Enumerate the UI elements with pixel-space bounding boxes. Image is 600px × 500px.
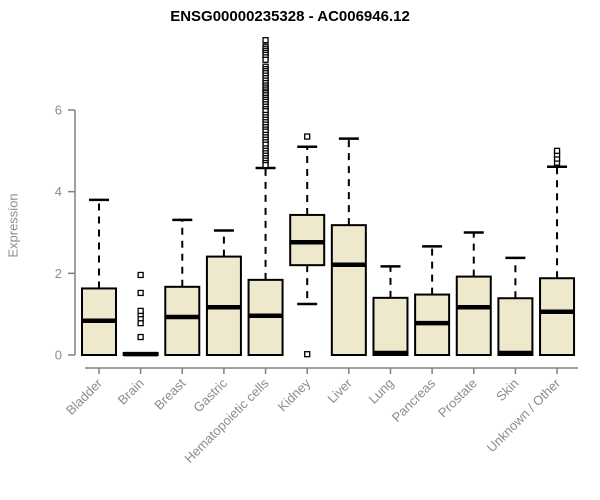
y-tick-label-6: 6: [55, 103, 62, 118]
box-lung: [372, 296, 409, 356]
box-liver: [330, 224, 367, 356]
outlier-kidney: [304, 133, 311, 140]
x-tick-label-lung: Lung: [366, 376, 397, 407]
outlier-unknown-other: [553, 147, 561, 154]
x-tick-label-unknown-other: Unknown / Other: [484, 375, 564, 455]
box-prostate: [455, 275, 492, 357]
outlier-hematopoietic-cells: [262, 161, 269, 169]
x-tick-label-breast: Breast: [151, 375, 188, 412]
box-unknown-other: [539, 277, 576, 356]
x-tick-label-bladder: Bladder: [63, 375, 106, 418]
outlier-hematopoietic-cells: [262, 56, 269, 63]
outlier-brain: [137, 333, 144, 341]
x-tick-label-brain: Brain: [115, 376, 147, 408]
chart-title: ENSG00000235328 - AC006946.12: [170, 8, 410, 25]
outlier-kidney: [304, 351, 311, 358]
x-tick-label-skin: Skin: [493, 376, 521, 404]
outlier-hematopoietic-cells: [262, 37, 269, 44]
outlier-brain: [137, 307, 144, 315]
x-tick-label-gastric: Gastric: [190, 375, 230, 415]
x-tick-label-kidney: Kidney: [275, 375, 314, 414]
y-tick-label-2: 2: [55, 266, 62, 281]
outlier-brain: [137, 271, 144, 279]
x-tick-label-liver: Liver: [324, 375, 355, 406]
y-tick-label-0: 0: [55, 348, 62, 363]
box-skin: [497, 297, 534, 356]
x-tick-label-prostate: Prostate: [435, 376, 480, 421]
outlier-brain: [137, 289, 144, 297]
y-tick-label-4: 4: [55, 184, 62, 199]
box-breast: [164, 285, 201, 357]
x-tick-label-pancreas: Pancreas: [389, 375, 439, 425]
